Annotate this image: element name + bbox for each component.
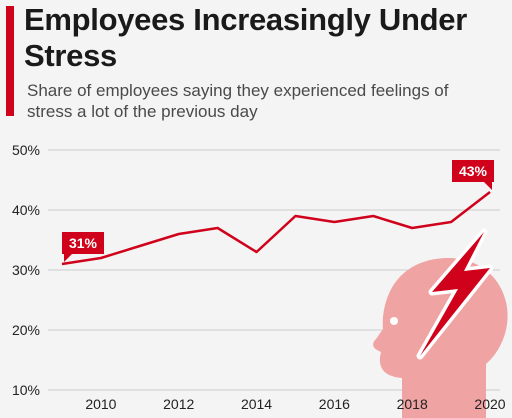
chart-title: Employees Increasingly Under Stress — [24, 2, 467, 73]
x-tick-label: 2016 — [319, 396, 350, 412]
callout-box — [452, 160, 494, 182]
callout-label: 31% — [69, 235, 98, 251]
callouts: 31% 43% — [62, 160, 494, 262]
callout-box — [62, 232, 104, 254]
x-tick-label: 2020 — [474, 396, 505, 412]
head-lightning-icon — [373, 228, 508, 418]
y-tick-label: 50% — [12, 142, 40, 158]
y-tick-label: 40% — [12, 202, 40, 218]
x-tick-label: 2014 — [241, 396, 272, 412]
callout-pointer — [64, 254, 72, 262]
x-tick-label: 2012 — [163, 396, 194, 412]
y-tick-label: 20% — [12, 322, 40, 338]
title-accent-bar — [6, 6, 14, 116]
head-silhouette — [373, 258, 508, 418]
callout-pointer — [484, 182, 492, 190]
callout: 31% — [62, 232, 104, 262]
x-tick-label: 2018 — [397, 396, 428, 412]
x-axis-ticks: 2010 2012 2014 2016 2018 2020 — [85, 396, 505, 412]
y-tick-label: 10% — [12, 382, 40, 398]
y-axis-ticks: 10% 20% 30% 40% 50% — [12, 142, 40, 398]
eye — [390, 317, 398, 325]
y-tick-label: 30% — [12, 262, 40, 278]
chart-subtitle: Share of employees saying they experienc… — [27, 81, 449, 121]
x-tick-label: 2010 — [85, 396, 116, 412]
callout: 43% — [452, 160, 494, 190]
series-line — [61, 191, 491, 266]
series — [61, 191, 491, 266]
callout-label: 43% — [459, 163, 488, 179]
